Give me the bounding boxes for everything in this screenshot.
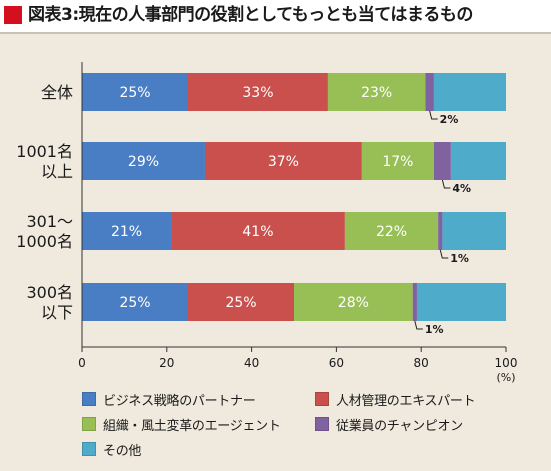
chart-title: 図表3:現在の人事部門の役割としてもっとも当てはまるもの: [28, 5, 473, 25]
legend-label: 組織・風土変革のエージェント: [103, 418, 281, 434]
bar-segment: [188, 283, 294, 321]
category-label: 以上: [41, 162, 73, 181]
x-axis-unit: (%): [496, 371, 515, 384]
category-label: 以下: [41, 303, 73, 322]
data-label: 22%: [376, 224, 407, 240]
data-label: 41%: [242, 224, 273, 240]
bar-segment: [361, 142, 434, 180]
legend-label: 人材管理のエキスパート: [336, 393, 476, 409]
x-tick-label: 60: [329, 356, 344, 370]
data-label: 2%: [440, 113, 459, 126]
data-label: 4%: [452, 182, 471, 195]
legend-swatch: [315, 392, 329, 406]
title-bar: 図表3:現在の人事部門の役割としてもっとも当てはまるもの: [0, 0, 551, 33]
bar-segment: [433, 142, 451, 180]
x-tick-label: 0: [78, 356, 86, 370]
x-tick-label: 40: [244, 356, 259, 370]
data-label: 33%: [242, 85, 273, 101]
bar-segment: [416, 283, 506, 321]
bar-segment: [171, 212, 345, 250]
data-label: 17%: [382, 154, 413, 170]
bar-segment: [82, 212, 172, 250]
legend-swatch: [82, 442, 96, 456]
data-label: 28%: [338, 295, 369, 311]
category-label: 1001名: [16, 142, 73, 161]
category-label: 301～: [26, 212, 73, 231]
data-label: 29%: [128, 154, 159, 170]
legend-swatch: [82, 417, 96, 431]
data-label: 25%: [225, 295, 256, 311]
legend-item-employee-champion: 従業員のチャンピオン: [315, 413, 463, 435]
category-label: 1000名: [16, 232, 73, 251]
title-marker-icon: [4, 6, 22, 24]
bar-segment: [82, 73, 188, 111]
title-divider: [0, 32, 551, 34]
data-label: 21%: [111, 224, 142, 240]
legend-label: ビジネス戦略のパートナー: [103, 393, 256, 409]
legend-item-change-agent: 組織・風土変革のエージェント: [82, 413, 281, 435]
x-tick-label: 20: [159, 356, 174, 370]
legend-swatch: [315, 417, 329, 431]
legend: ビジネス戦略のパートナー 人材管理のエキスパート 組織・風土変革のエージェント …: [82, 388, 542, 466]
leader-line: [441, 179, 451, 189]
bar-segment: [412, 283, 417, 321]
data-label: 25%: [119, 295, 150, 311]
bar-segment: [344, 212, 439, 250]
bar-segment: [294, 283, 413, 321]
legend-item-hr-expert: 人材管理のエキスパート: [315, 388, 476, 410]
bar-segment: [442, 212, 506, 250]
bar-segment: [204, 142, 362, 180]
legend-label: その他: [103, 443, 142, 459]
bar-segment: [82, 142, 205, 180]
data-label: 1%: [425, 323, 444, 336]
legend-item-business-partner: ビジネス戦略のパートナー: [82, 388, 256, 410]
bar-segment: [425, 73, 434, 111]
data-label: 25%: [119, 85, 150, 101]
legend-swatch: [82, 392, 96, 406]
data-label: 23%: [361, 85, 392, 101]
bar-segment: [433, 73, 506, 111]
leader-line: [429, 110, 438, 120]
bar-segment: [438, 212, 443, 250]
bar-segment: [188, 73, 328, 111]
data-label: 37%: [268, 154, 299, 170]
bar-segment: [327, 73, 426, 111]
data-label: 1%: [450, 252, 469, 265]
bar-segment: [450, 142, 506, 180]
leader-line: [439, 249, 449, 259]
x-tick-label: 80: [414, 356, 429, 370]
bar-segment: [82, 283, 188, 321]
leader-line: [414, 320, 423, 330]
legend-label: 従業員のチャンピオン: [336, 418, 463, 434]
x-tick-label: 100: [495, 356, 518, 370]
category-label: 全体: [41, 83, 73, 102]
category-label: 300名: [26, 283, 73, 302]
legend-item-other: その他: [82, 438, 141, 460]
